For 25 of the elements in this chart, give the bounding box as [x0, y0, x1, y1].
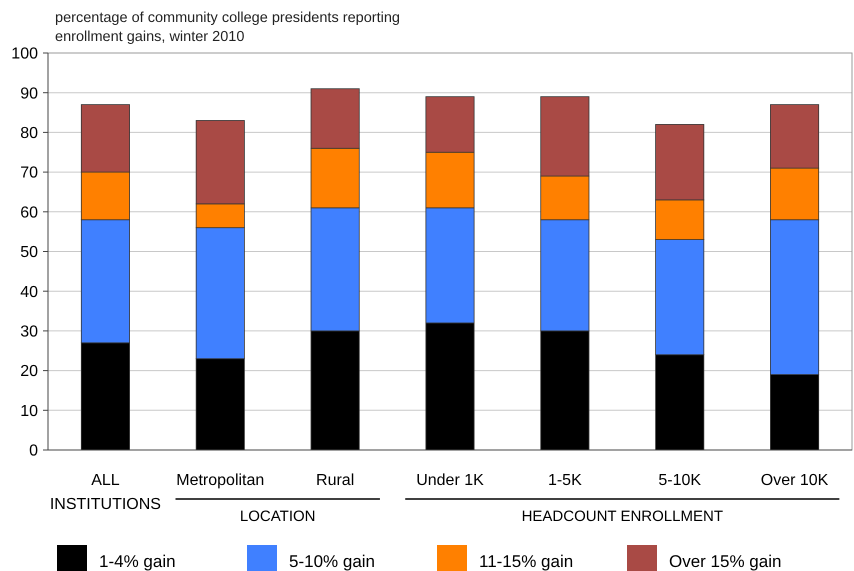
legend-label: 11-15% gain — [479, 552, 574, 571]
y-tick-label: 100 — [11, 46, 38, 63]
text: HEADCOUNT ENROLLMENT — [522, 508, 723, 525]
y-tick-label: 60 — [20, 204, 38, 222]
x-tick-label: Over 10K — [760, 472, 829, 489]
y-tick-label: 0 — [29, 442, 38, 460]
x-tick-label: Under 1K — [416, 472, 484, 489]
y-tick-label: 20 — [20, 363, 38, 380]
legend-label: Over 15% gain — [669, 552, 782, 571]
x-tick-label: ALL INSTITUTIONS — [50, 472, 161, 513]
text: LOCATION — [240, 508, 316, 525]
x-tick-label: 1-5K — [548, 472, 582, 489]
y-tick-label: 70 — [20, 164, 38, 182]
x-tick-label: Rural — [316, 472, 354, 489]
y-tick-label: 40 — [20, 284, 38, 301]
x-tick-label: 5-10K — [658, 472, 702, 489]
y-tick-label: 10 — [20, 402, 38, 420]
chart-title: percentage of community college presidents reporting enrollment gains, winter 2010 — [55, 10, 400, 45]
y-tick-label: 80 — [20, 125, 38, 142]
x-tick-label: Metropolitan — [176, 472, 264, 489]
legend-label: 5-10% gain — [289, 552, 376, 571]
y-tick-label: 90 — [20, 85, 38, 102]
y-tick-label: 30 — [20, 324, 38, 340]
y-tick-label: 50 — [20, 244, 38, 262]
legend-label: 1-4% gain — [99, 552, 176, 571]
